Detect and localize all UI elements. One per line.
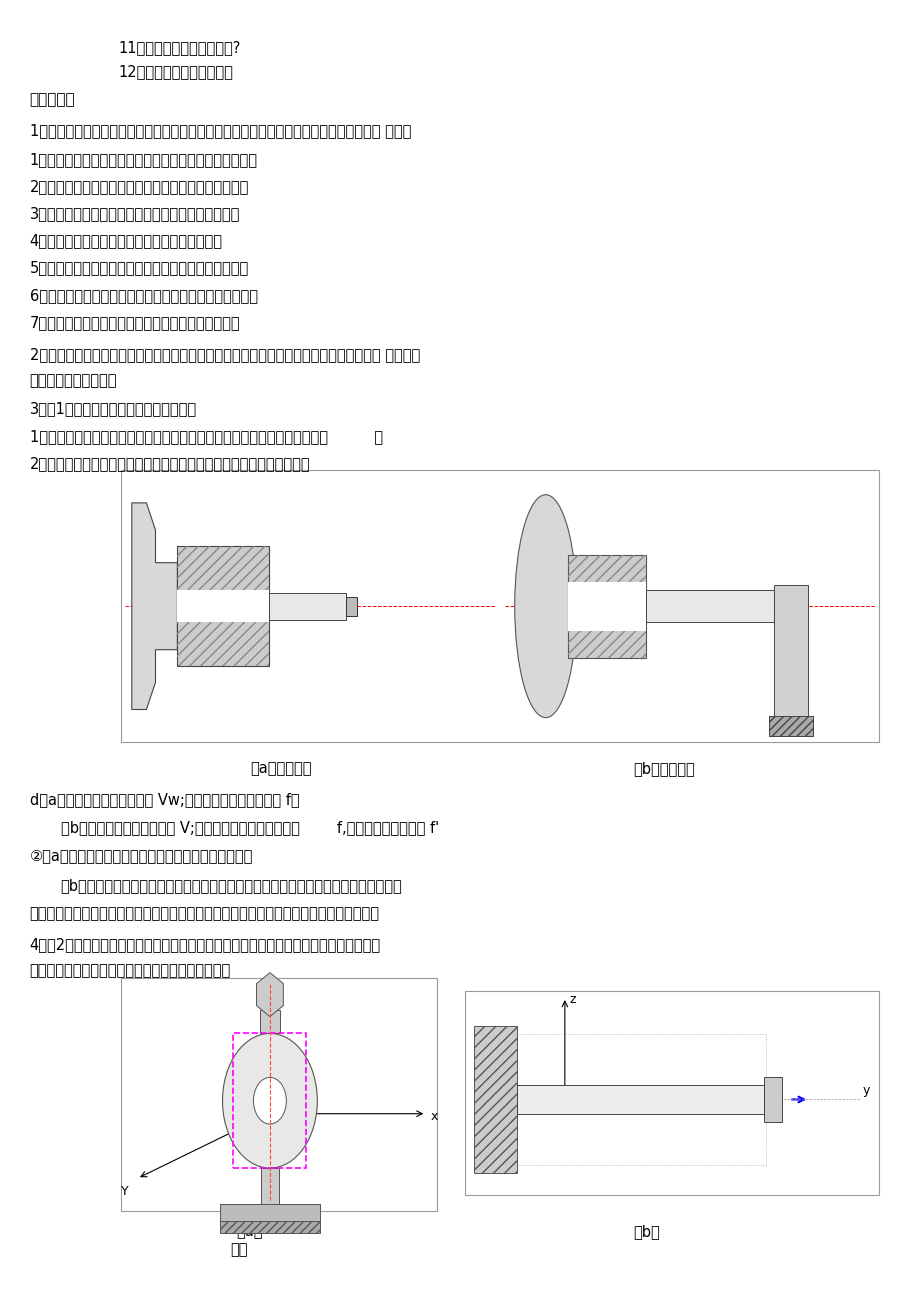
Text: 6）机床横手板导轨与主轴不平行（工件采用两顶尖定位）: 6）机床横手板导轨与主轴不平行（工件采用两顶尖定位） (29, 288, 257, 302)
Bar (177, 546, 268, 666)
Text: 2）机床主轴箱和尾架刚性不足（工件采用两顶尖定位）: 2）机床主轴箱和尾架刚性不足（工件采用两顶尖定位） (29, 179, 249, 194)
Bar (515, 1035, 766, 1165)
Bar (120, 977, 437, 1210)
Bar (464, 990, 879, 1195)
Text: 5）机床纵向导轨与主轴不平行（工件采用两顶尖定位）: 5）机床纵向导轨与主轴不平行（工件采用两顶尖定位） (29, 261, 249, 275)
Ellipse shape (514, 495, 576, 718)
Text: 三、分析题: 三、分析题 (29, 93, 75, 107)
Text: 3、图1为两种典型的链孔方式，试回答：: 3、图1为两种典型的链孔方式，试回答： (29, 401, 197, 417)
Text: 1、在车床上车削外圆，请指出工艺系统产生下列主要原始误差对工件精度的影响（作图说 明）。: 1、在车床上车削外圆，请指出工艺系统产生下列主要原始误差对工件精度的影响（作图说… (29, 124, 411, 138)
Text: 1）分别说明它们所需要的主运动和进给运动（直接在图上标出并加以说明）          。: 1）分别说明它们所需要的主运动和进给运动（直接在图上标出并加以说明） 。 (29, 429, 382, 444)
Text: 力变形时变化的，使得孔产生形状误差（靠近主轴箱处的孔径大，原理主轴箱处的孔径小）: 力变形时变化的，使得孔产生形状误差（靠近主轴箱处的孔径大，原理主轴箱处的孔径小） (29, 907, 380, 921)
Bar (260, 1167, 278, 1204)
Bar (268, 593, 346, 620)
Bar (768, 717, 811, 736)
Bar (177, 546, 268, 666)
Bar (120, 470, 879, 743)
Text: 4）工件轴向热伸长受阻（工件采用两顶尖定位）: 4）工件轴向热伸长受阻（工件采用两顶尖定位） (29, 233, 222, 249)
Bar (220, 1204, 320, 1221)
Bar (568, 555, 645, 658)
Bar (259, 1010, 279, 1033)
Text: 2、采用一端面和孔定位，另一端面夹紧，磨削薄壁套筒外圆。磨削表面呈现马鞍状。试分 析主要原: 2、采用一端面和孔定位，另一端面夹紧，磨削薄壁套筒外圆。磨削表面呈现马鞍状。试分… (29, 348, 419, 362)
Bar (763, 1076, 781, 1122)
Text: （b）其中，工件进给影响尺寸精度，刀具进给使得链杆的悬伸长度变化，因此链杆的受: （b）其中，工件进给影响尺寸精度，刀具进给使得链杆的悬伸长度变化，因此链杆的受 (61, 878, 402, 893)
Text: 滚齿: 滚齿 (230, 1242, 247, 1257)
Text: 因，并提出改进措施。: 因，并提出改进措施。 (29, 373, 117, 388)
Text: （b）链床上链: （b）链床上链 (632, 761, 694, 777)
Bar (220, 1221, 320, 1233)
Text: 1）车削细长轴外圆时的刀具磨损（工件采用两顶尖定位）: 1）车削细长轴外圆时的刀具磨损（工件采用两顶尖定位） (29, 151, 257, 167)
Text: Y: Y (120, 1184, 129, 1197)
Bar (346, 597, 357, 616)
Bar (177, 590, 268, 623)
Bar (645, 590, 773, 623)
Text: z: z (274, 980, 280, 993)
Text: ②（a）孔的圆度误差主要取决于机床主轴的回转精度。: ②（a）孔的圆度误差主要取决于机床主轴的回转精度。 (29, 848, 253, 864)
Text: z: z (569, 993, 575, 1006)
Bar (516, 1085, 763, 1114)
Text: y: y (862, 1084, 869, 1097)
Text: 有无过定位或欠定位现象，若有，请提出改进方案。: 有无过定位或欠定位现象，若有，请提出改进方案。 (29, 963, 231, 979)
Circle shape (222, 1033, 317, 1167)
Text: （b）: （b） (632, 1224, 659, 1239)
Text: 11、影响切削力的主要因素?: 11、影响切削力的主要因素? (118, 40, 240, 56)
Text: 2）若仅考虑键杆刚度的影响，试分析两种情况下所加工孔的形状误差。: 2）若仅考虑键杆刚度的影响，试分析两种情况下所加工孔的形状误差。 (29, 456, 310, 470)
Text: 7）工件毛坯横截面呈椭圆（工件采用三爪卡盘定位）: 7）工件毛坯横截面呈椭圆（工件采用三爪卡盘定位） (29, 315, 240, 330)
Text: （a）车床上键: （a）车床上键 (250, 761, 312, 777)
Circle shape (254, 1078, 286, 1124)
Bar (233, 1033, 306, 1167)
Bar (473, 1025, 516, 1173)
Bar (568, 555, 645, 658)
Text: （a）: （a） (236, 1224, 263, 1239)
Text: （b）主运动：刀具旋转运动 V;进给运动：工件的直线运动        f,或者刀具的直线运动 f': （b）主运动：刀具旋转运动 V;进给运动：工件的直线运动 f,或者刀具的直线运动… (61, 820, 438, 835)
Bar (568, 581, 645, 631)
Text: d（a）主运动：工件旋转运动 Vw;进给运动：刀具直线运动 f。: d（a）主运动：工件旋转运动 Vw;进给运动：刀具直线运动 f。 (29, 792, 299, 808)
Text: x: x (430, 1110, 437, 1123)
Text: 3）车削刚性不足工件的外圆（工件采用两顶尖定位）: 3）车削刚性不足工件的外圆（工件采用两顶尖定位） (29, 206, 240, 222)
Bar (773, 585, 808, 727)
Text: 12、切削用量的选择原则。: 12、切削用量的选择原则。 (118, 64, 233, 78)
Polygon shape (131, 503, 177, 710)
Text: 4、图2为两种工件的工序定位夹紧示意图，试分析图中定位元件所限制的自由度，并判断: 4、图2为两种工件的工序定位夹紧示意图，试分析图中定位元件所限制的自由度，并判断 (29, 938, 380, 952)
